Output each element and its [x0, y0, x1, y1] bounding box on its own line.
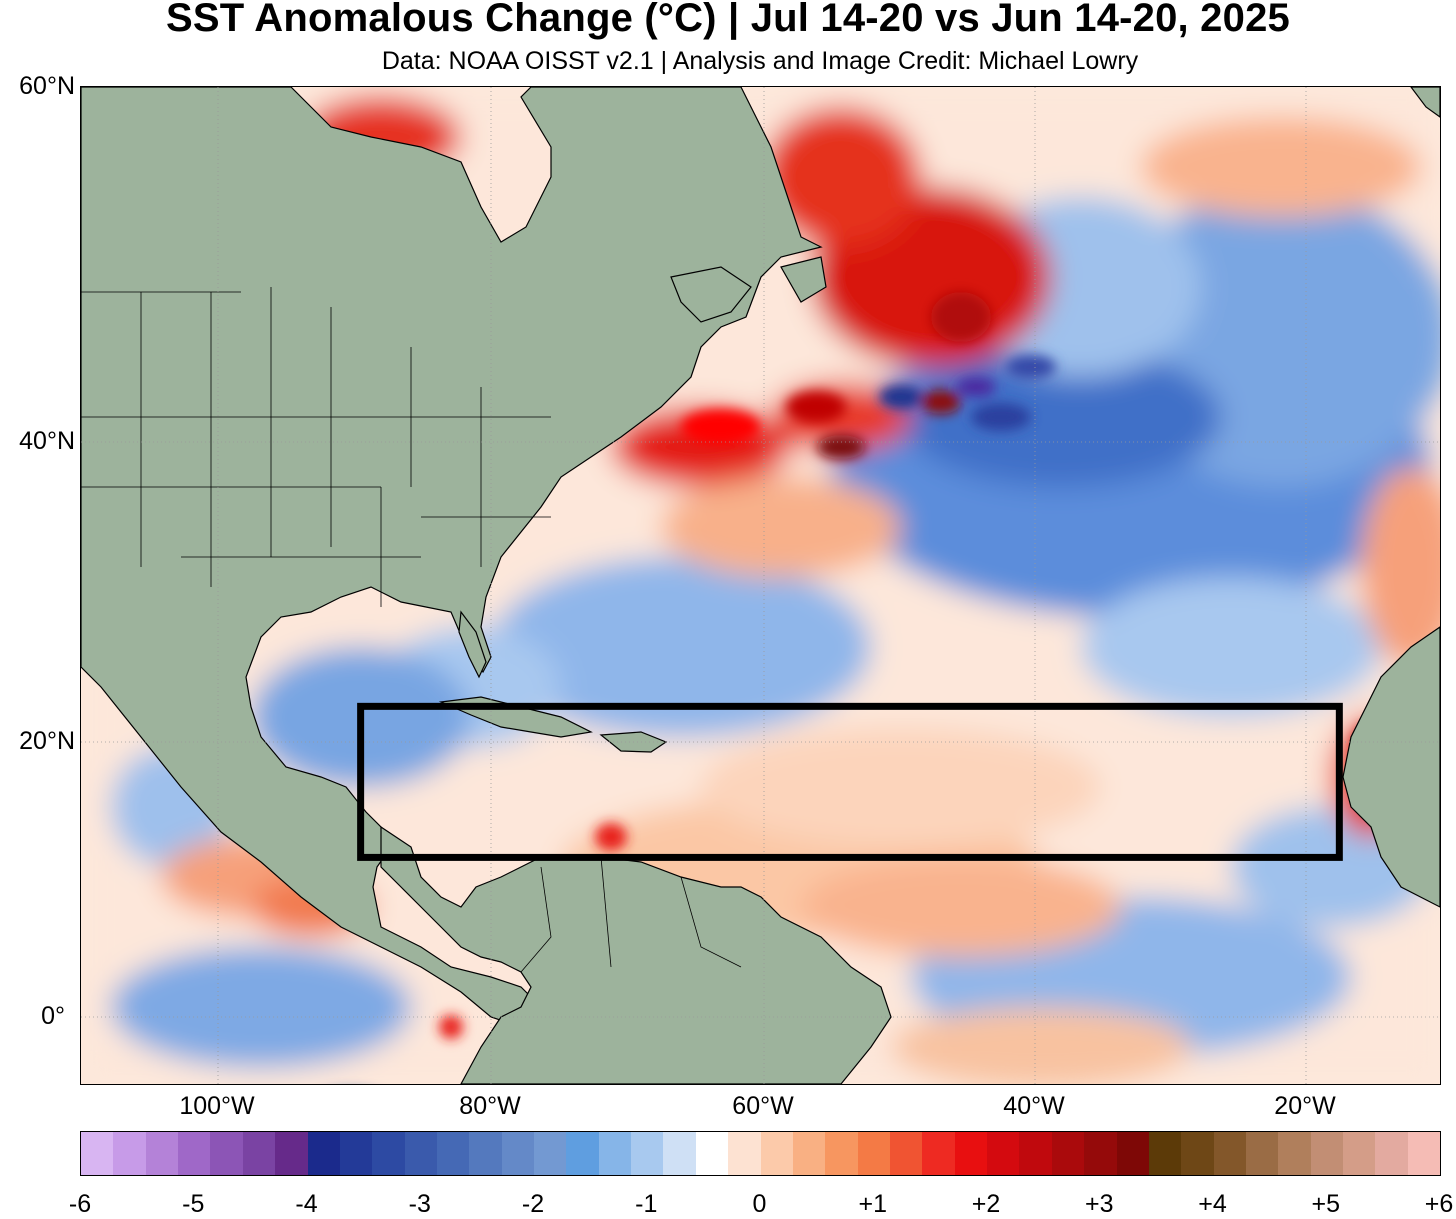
land [81, 87, 1440, 1084]
lon-label-40w: 40°W [1003, 1092, 1065, 1120]
colorbar-tick-label: -5 [182, 1190, 205, 1218]
colorbar-swatch [242, 1132, 276, 1175]
colorbar-tick-label: -3 [408, 1190, 431, 1218]
colorbar-swatch [1310, 1132, 1344, 1175]
colorbar-swatch [825, 1132, 858, 1175]
lon-label-20w: 20°W [1274, 1092, 1336, 1120]
colorbar-swatch [857, 1132, 890, 1175]
colorbar-swatch [1148, 1132, 1182, 1175]
colorbar-tick-label: 0 [752, 1190, 767, 1218]
colorbar-tick-label: +3 [1084, 1190, 1114, 1218]
lon-label-100w: 100°W [179, 1092, 255, 1120]
colorbar-swatch [1278, 1132, 1311, 1175]
colorbar-swatch [534, 1132, 567, 1175]
colorbar-swatch [889, 1132, 923, 1175]
colorbar-swatch [792, 1132, 826, 1175]
colorbar-swatch [307, 1132, 340, 1175]
lat-label-0: 0° [41, 1002, 65, 1030]
chart-subtitle: Data: NOAA OISST v2.1 | Analysis and Ima… [381, 47, 1139, 75]
colorbar-swatch [760, 1132, 793, 1175]
colorbar-swatch [598, 1132, 632, 1175]
colorbar-swatch [178, 1132, 211, 1175]
colorbar-swatch [954, 1132, 988, 1175]
mdr-box [357, 702, 1343, 861]
sst-map [80, 86, 1441, 1085]
colorbar-swatch [1051, 1132, 1085, 1175]
colorbar-swatch [1375, 1132, 1408, 1175]
colorbar-swatch [1084, 1132, 1117, 1175]
lon-label-80w: 80°W [459, 1092, 521, 1120]
colorbar-swatch [1407, 1132, 1441, 1175]
colorbar-swatch [1213, 1132, 1246, 1175]
colorbar-swatch [631, 1132, 664, 1175]
colorbar-swatch [372, 1132, 405, 1175]
colorbar-swatch [210, 1132, 243, 1175]
colorbar-swatch [695, 1132, 729, 1175]
colorbar-tick-label: +5 [1311, 1190, 1340, 1218]
colorbar-swatch [1343, 1132, 1376, 1175]
colorbar-tick-label: +6 [1424, 1190, 1454, 1218]
state-borders [81, 287, 742, 973]
colorbar-swatch [987, 1132, 1020, 1175]
colorbar-swatch [469, 1132, 502, 1175]
colorbar-swatch [145, 1132, 179, 1175]
colorbar-swatch [81, 1132, 114, 1175]
chart-title: SST Anomalous Change (°C) | Jul 14-20 vs… [166, 0, 1290, 40]
anomaly-detail [439, 292, 1389, 1039]
colorbar-swatch [1245, 1132, 1279, 1175]
graticule [81, 87, 1440, 1084]
colorbar-swatch [404, 1132, 437, 1175]
colorbar-tick-label: -4 [295, 1190, 318, 1218]
colorbar-swatch [728, 1132, 761, 1175]
colorbar-tick-label: +2 [971, 1190, 1001, 1218]
colorbar-tick-label: +4 [1198, 1190, 1227, 1218]
colorbar-swatch [339, 1132, 373, 1175]
colorbar-swatch [436, 1132, 470, 1175]
colorbar [80, 1131, 1441, 1176]
colorbar-swatch [566, 1132, 599, 1175]
lat-label-40n: 40°N [19, 427, 75, 455]
lat-label-20n: 20°N [19, 727, 75, 755]
colorbar-swatch [113, 1132, 146, 1175]
lat-label-60n: 60°N [19, 72, 75, 100]
colorbar-swatch [501, 1132, 535, 1175]
colorbar-tick-label: -2 [521, 1190, 545, 1218]
colorbar-swatch [922, 1132, 955, 1175]
colorbar-swatch [1019, 1132, 1052, 1175]
map-canvas [81, 87, 1440, 1084]
lon-label-60w: 60°W [732, 1092, 794, 1120]
colorbar-swatch [1181, 1132, 1214, 1175]
colorbar-swatch [663, 1132, 696, 1175]
colorbar-swatch [1116, 1132, 1149, 1175]
colorbar-tick-label: -1 [635, 1190, 658, 1218]
colorbar-swatch [275, 1132, 308, 1175]
colorbar-tick-label: +1 [858, 1190, 887, 1218]
colorbar-tick-label: -6 [68, 1190, 92, 1218]
